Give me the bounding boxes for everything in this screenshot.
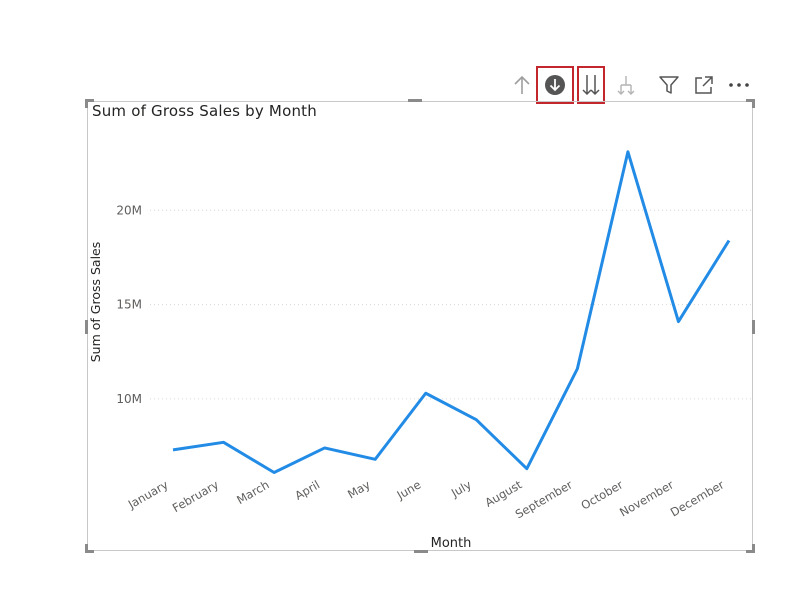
resize-handle-top-left-v[interactable] [85,99,88,108]
data-point[interactable] [674,318,682,326]
resize-handle-bottom-right-v[interactable] [752,544,755,553]
data-point[interactable] [169,446,177,454]
data-point[interactable] [422,389,430,397]
expand-next-level-icon [617,76,635,95]
x-tick-label: June [394,477,424,502]
focus-mode-button[interactable] [690,68,718,102]
data-point[interactable] [220,438,228,446]
drill-up-icon [514,75,530,94]
resize-handle-top-left[interactable] [85,99,94,102]
x-tick-label: February [170,477,221,515]
visual-header-toolbar [505,66,755,104]
resize-handle-left[interactable] [85,320,88,334]
more-options-icon [729,83,749,87]
filter-icon [659,76,679,94]
resize-handle-top-right[interactable] [746,99,755,102]
data-point[interactable] [523,465,531,473]
gridlines [150,209,752,400]
data-point[interactable] [573,365,581,373]
x-tick-label: January [125,477,171,512]
focus-mode-icon [695,76,713,94]
data-point[interactable] [371,455,379,463]
resize-handle-bottom[interactable] [414,550,428,553]
series-line[interactable] [172,150,731,474]
data-point[interactable] [321,444,329,452]
resize-handle-top-right-v[interactable] [752,99,755,108]
x-tick-label: August [482,477,524,509]
x-axis-ticks: January February March April May June July Augu… [125,477,727,521]
drill-down-mode-button[interactable] [536,66,574,104]
y-tick-label: 20M [116,203,142,217]
y-tick-label: 15M [116,298,142,312]
data-point[interactable] [725,236,733,244]
resize-handle-bottom-left-v[interactable] [85,544,88,553]
y-axis-ticks: 10M 15M 20M [116,203,142,406]
data-point[interactable] [624,148,632,156]
go-to-next-level-button[interactable] [577,66,605,104]
more-options-button[interactable] [725,68,753,102]
expand-next-level-button[interactable] [613,68,639,102]
resize-handle-bottom-right[interactable] [746,550,755,553]
x-tick-label: September [513,477,575,521]
x-tick-label: November [617,477,676,519]
go-to-next-level-icon [582,75,600,96]
x-tick-label: December [668,477,727,519]
x-tick-label: May [345,477,373,501]
resize-handle-top[interactable] [408,99,422,102]
chart-title: Sum of Gross Sales by Month [92,102,317,120]
line-chart-visual[interactable]: Sum of Gross Sales by Month [85,99,755,553]
drill-down-mode-icon [545,75,565,95]
x-axis-label: Month [431,536,472,551]
data-point[interactable] [270,468,278,476]
filter-button[interactable] [655,68,683,102]
resize-handle-right[interactable] [752,320,755,334]
y-tick-label: 10M [116,392,142,406]
resize-handle-bottom-left[interactable] [85,550,94,553]
drill-up-button[interactable] [507,68,537,102]
x-tick-label: March [234,477,271,507]
x-tick-label: April [292,477,322,502]
x-tick-label: July [448,477,474,500]
series-layer [169,148,733,476]
data-point[interactable] [472,416,480,424]
y-axis-label: Sum of Gross Sales [88,242,103,363]
